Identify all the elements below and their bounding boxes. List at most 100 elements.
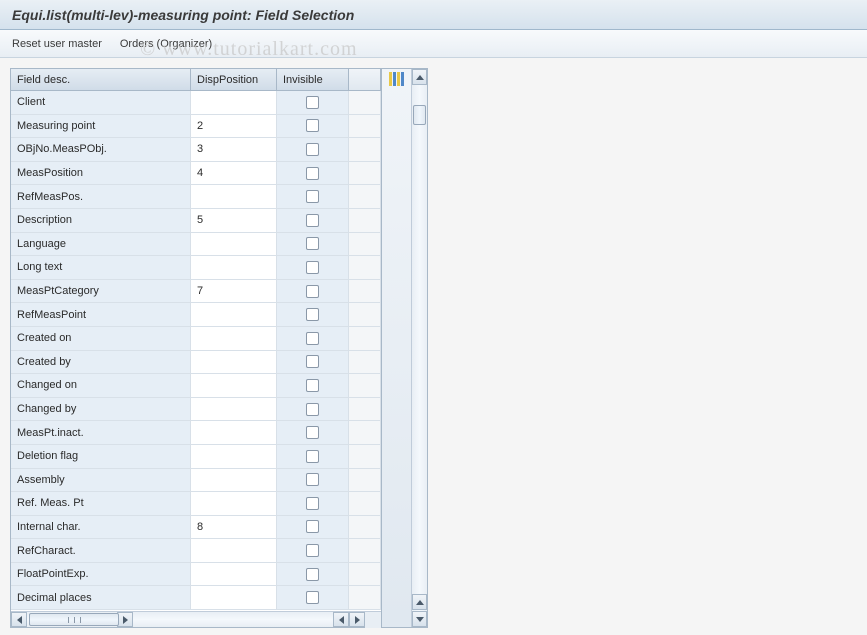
table-row[interactable]: MeasPtCategory7 [11,280,381,304]
table-row[interactable]: RefMeasPoint [11,303,381,327]
table-row[interactable]: OBjNo.MeasPObj.3 [11,138,381,162]
invisible-checkbox[interactable] [306,190,319,203]
table-header-row: Field desc. DispPosition Invisible [11,69,381,91]
disp-position-cell[interactable] [191,91,277,114]
disp-position-cell[interactable] [191,256,277,279]
invisible-checkbox[interactable] [306,568,319,581]
reset-user-master-button[interactable]: Reset user master [12,38,102,50]
disp-position-cell[interactable] [191,492,277,515]
disp-position-cell[interactable] [191,445,277,468]
table-row[interactable]: MeasPt.inact. [11,421,381,445]
disp-position-cell[interactable] [191,398,277,421]
row-spacer [349,327,381,350]
orders-organizer-button[interactable]: Orders (Organizer) [120,38,212,50]
scroll-v-thumb[interactable] [413,105,426,125]
scroll-h-track[interactable] [27,612,117,627]
invisible-checkbox[interactable] [306,96,319,109]
disp-position-cell[interactable]: 5 [191,209,277,232]
invisible-checkbox[interactable] [306,237,319,250]
invisible-checkbox[interactable] [306,450,319,463]
invisible-checkbox[interactable] [306,167,319,180]
arrow-right-icon [355,616,360,624]
row-spacer [349,421,381,444]
table-row[interactable]: Long text [11,256,381,280]
invisible-checkbox[interactable] [306,403,319,416]
disp-position-cell[interactable] [191,421,277,444]
column-header-invisible[interactable]: Invisible [277,69,349,90]
scroll-left-button[interactable] [11,612,27,627]
table-row[interactable]: Changed on [11,374,381,398]
invisible-checkbox[interactable] [306,214,319,227]
table-row[interactable]: Created by [11,351,381,375]
invisible-checkbox[interactable] [306,473,319,486]
table-row[interactable]: Decimal places [11,586,381,610]
disp-position-cell[interactable]: 3 [191,138,277,161]
scroll-right-button[interactable] [117,612,133,627]
table-row[interactable]: Assembly [11,469,381,493]
disp-position-cell[interactable]: 2 [191,115,277,138]
scroll-down-button[interactable] [412,611,427,627]
table-row[interactable]: Changed by [11,398,381,422]
scroll-left-button-2[interactable] [333,612,349,627]
invisible-checkbox[interactable] [306,119,319,132]
table-row[interactable]: Ref. Meas. Pt [11,492,381,516]
invisible-checkbox[interactable] [306,355,319,368]
invisible-cell [277,209,349,232]
table-row[interactable]: Description5 [11,209,381,233]
horizontal-scrollbar[interactable] [11,611,381,627]
table-row[interactable]: Deletion flag [11,445,381,469]
invisible-checkbox[interactable] [306,591,319,604]
scroll-up-button-2[interactable] [412,594,427,610]
table-row[interactable]: Internal char.8 [11,516,381,540]
disp-position-cell[interactable] [191,469,277,492]
scrollbar-corner [365,612,381,628]
table-row[interactable]: FloatPointExp. [11,563,381,587]
invisible-checkbox[interactable] [306,261,319,274]
disp-position-cell[interactable] [191,374,277,397]
column-header-disp-position[interactable]: DispPosition [191,69,277,90]
invisible-checkbox[interactable] [306,285,319,298]
field-desc-cell: Created on [11,327,191,350]
invisible-checkbox[interactable] [306,143,319,156]
disp-position-cell[interactable] [191,539,277,562]
disp-position-cell[interactable]: 4 [191,162,277,185]
table-row[interactable]: Client [11,91,381,115]
table-row[interactable]: Language [11,233,381,257]
scroll-right-button-2[interactable] [349,612,365,627]
invisible-checkbox[interactable] [306,497,319,510]
invisible-cell [277,303,349,326]
invisible-checkbox[interactable] [306,308,319,321]
table-row[interactable]: RefMeasPos. [11,185,381,209]
vertical-scrollbar[interactable] [411,69,427,627]
invisible-cell [277,421,349,444]
disp-position-cell[interactable]: 8 [191,516,277,539]
table-row[interactable]: MeasPosition4 [11,162,381,186]
disp-position-cell[interactable]: 7 [191,280,277,303]
invisible-checkbox[interactable] [306,544,319,557]
row-spacer [349,586,381,609]
row-spacer [349,233,381,256]
table-row[interactable]: RefCharact. [11,539,381,563]
scroll-h-thumb[interactable] [29,613,119,626]
invisible-checkbox[interactable] [306,426,319,439]
table-settings-icon[interactable] [389,72,405,86]
disp-position-cell[interactable] [191,563,277,586]
disp-position-cell[interactable] [191,303,277,326]
invisible-checkbox[interactable] [306,520,319,533]
row-spacer [349,256,381,279]
column-header-field-desc[interactable]: Field desc. [11,69,191,90]
disp-position-cell[interactable] [191,327,277,350]
invisible-checkbox[interactable] [306,332,319,345]
disp-position-cell[interactable] [191,185,277,208]
scroll-v-track[interactable] [412,85,427,594]
invisible-cell [277,351,349,374]
disp-position-cell[interactable] [191,351,277,374]
table-row[interactable]: Created on [11,327,381,351]
invisible-cell [277,374,349,397]
invisible-cell [277,233,349,256]
scroll-up-button[interactable] [412,69,427,85]
invisible-checkbox[interactable] [306,379,319,392]
disp-position-cell[interactable] [191,233,277,256]
table-row[interactable]: Measuring point2 [11,115,381,139]
disp-position-cell[interactable] [191,586,277,609]
